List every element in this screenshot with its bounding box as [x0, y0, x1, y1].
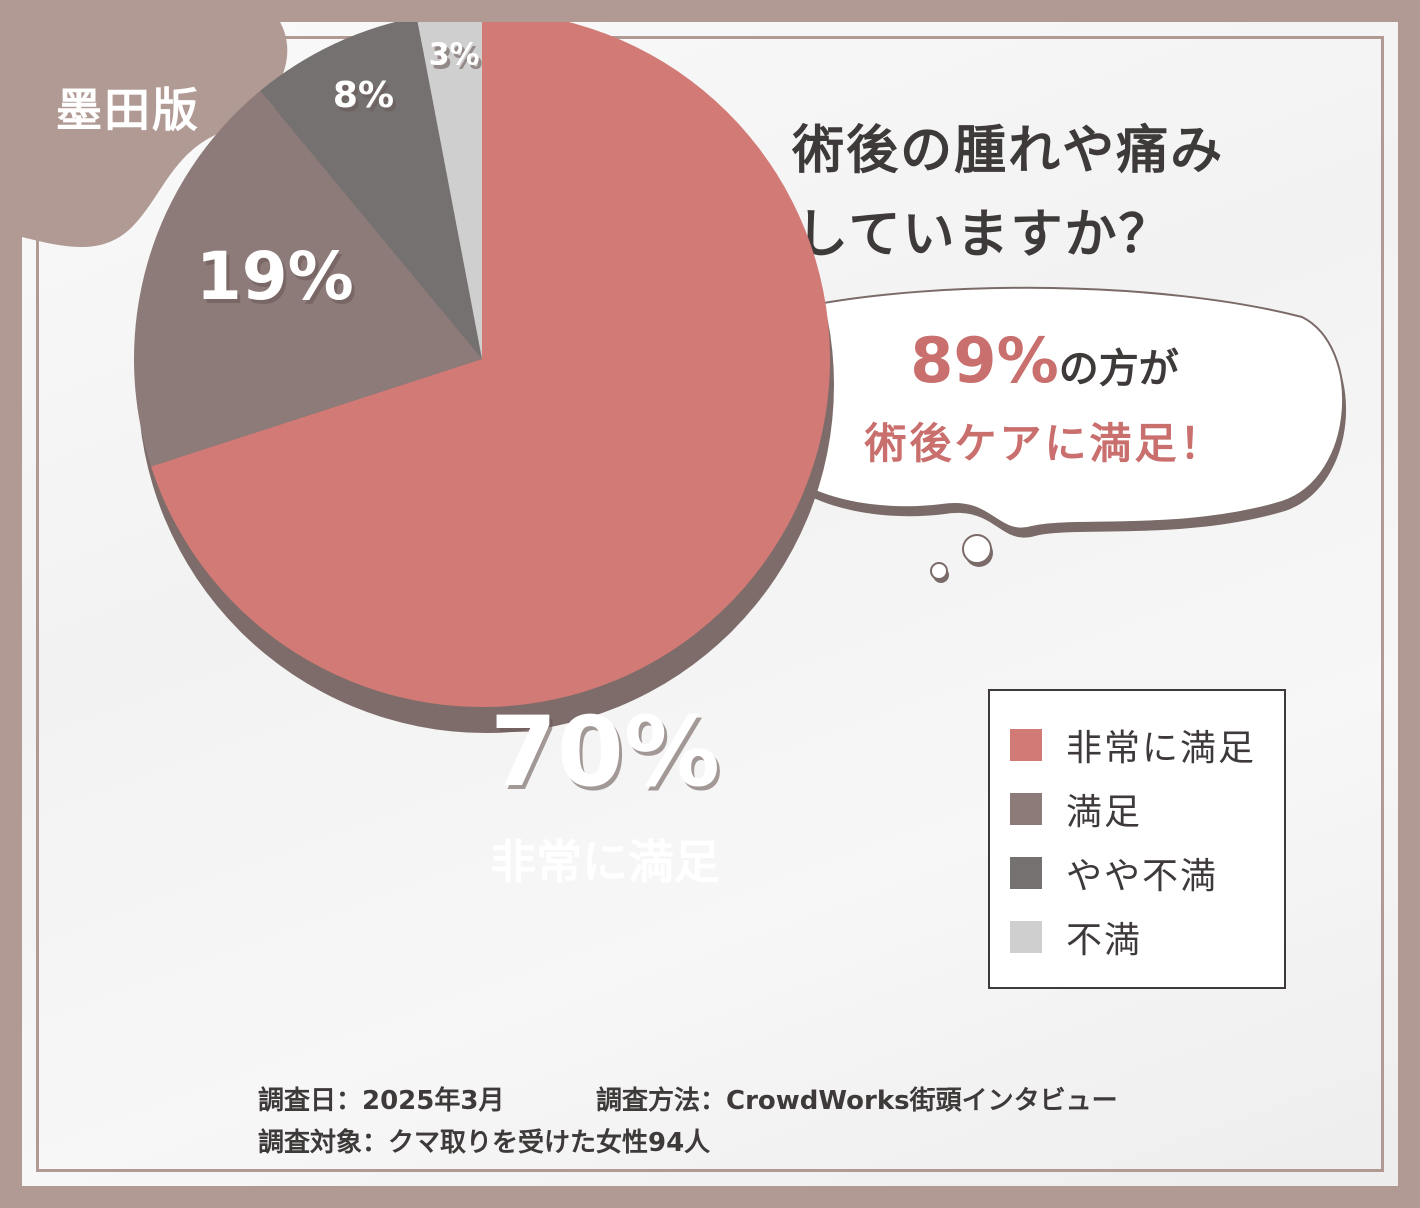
- slice-label-shadow: 70%: [493, 700, 723, 812]
- slice-label-shadow: 19%: [199, 242, 357, 319]
- slice-label-shadow: 8%: [336, 79, 397, 120]
- legend-swatch: [1010, 921, 1042, 953]
- legend-item: 満足: [1010, 789, 1142, 833]
- legend-label: 非常に満足: [1066, 728, 1257, 769]
- pie-slice: [417, 22, 482, 359]
- legend-item: 不満: [1010, 917, 1142, 961]
- slice-category-label: 非常に満足: [490, 835, 720, 889]
- legend-item: 非常に満足: [1010, 725, 1256, 769]
- footer-target: 調査対象：クマ取りを受けた女性94人: [258, 1128, 711, 1158]
- slice-label: 19%: [196, 238, 354, 315]
- pie-slice: [260, 22, 482, 359]
- footer-method: 調査方法：CrowdWorks街頭インタビュー: [596, 1086, 1118, 1116]
- footer-date: 調査日：2025年3月: [258, 1086, 505, 1116]
- slice-label-shadow: 3%: [432, 42, 483, 77]
- legend-label: 満足: [1066, 792, 1143, 833]
- bubble-line2: 術後ケアに満足！: [864, 419, 1225, 468]
- bubble-percent: 89%: [910, 324, 1059, 397]
- slice-label: 8%: [333, 75, 394, 116]
- slice-label: 3%: [429, 38, 480, 73]
- corner-decoration: [22, 22, 288, 247]
- legend-swatch: [1010, 729, 1042, 761]
- bubble-dot: [962, 534, 992, 564]
- pie-slice: [151, 22, 830, 707]
- bubble-dot: [930, 562, 948, 580]
- legend-swatch: [1010, 857, 1042, 889]
- legend-label: やや不満: [1066, 856, 1219, 897]
- legend: 非常に満足 満足 やや不満 不満: [988, 689, 1286, 989]
- bubble-line1-suffix: の方が: [1058, 346, 1179, 392]
- legend-item: やや不満: [1010, 853, 1218, 897]
- region-badge: 墨田版: [56, 83, 200, 137]
- slice-label: 70%: [490, 696, 720, 808]
- chart-frame: 墨田版 Q. クマ取り施術後、術後の腫れや痛み のケア方法に満足していますか？ …: [22, 22, 1398, 1186]
- bubble-line1: 89%の方が: [742, 324, 1347, 397]
- speech-bubble-text: 89%の方が 術後ケアに満足！: [742, 287, 1347, 577]
- pie-chart: 70%70% 19%19% 8%8% 3%3% 非常に満足: [134, 22, 1347, 889]
- legend-label: 不満: [1066, 920, 1143, 961]
- pie-slice: [134, 90, 482, 467]
- legend-swatch: [1010, 793, 1042, 825]
